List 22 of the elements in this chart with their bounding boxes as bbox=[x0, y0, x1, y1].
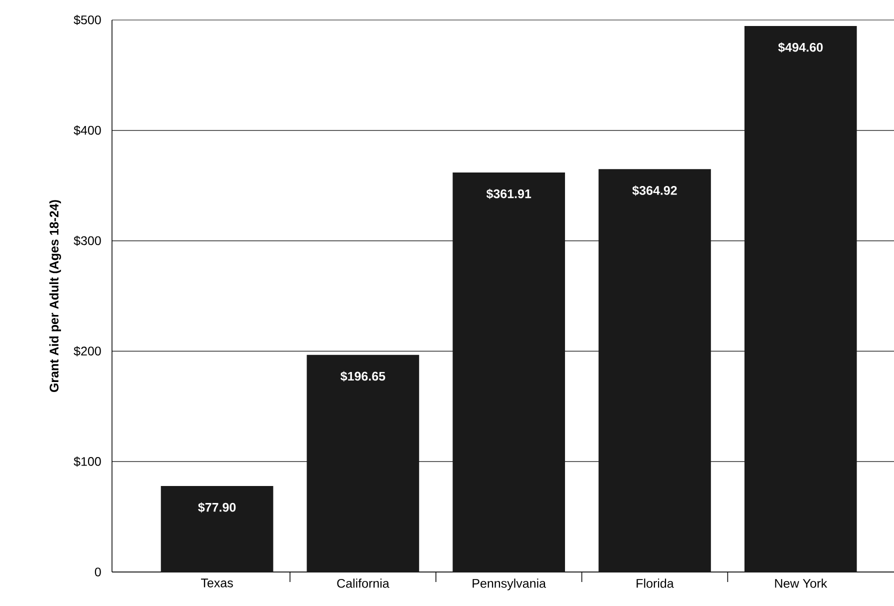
bar bbox=[306, 354, 420, 572]
y-tick-label: $500 bbox=[74, 14, 101, 26]
bar bbox=[452, 172, 566, 572]
y-axis-title: Grant Aid per Adult (Ages 18-24) bbox=[49, 200, 62, 392]
y-tick-label: $300 bbox=[74, 236, 101, 246]
y-tick-label: 0 bbox=[94, 568, 101, 576]
bar bbox=[160, 486, 274, 572]
x-tick-label: Pennsylvania bbox=[472, 578, 546, 590]
x-tick-label: California bbox=[337, 578, 390, 588]
data-label: $77.90 bbox=[198, 502, 236, 513]
y-tick-label: $200 bbox=[74, 346, 101, 356]
data-label: $364.92 bbox=[632, 185, 677, 196]
x-tick-label: Texas bbox=[201, 578, 233, 588]
data-label: $494.60 bbox=[778, 42, 823, 53]
x-tick-label: Florida bbox=[636, 578, 674, 588]
bar bbox=[744, 26, 857, 572]
y-tick-label: $400 bbox=[74, 125, 101, 136]
bar bbox=[598, 169, 711, 572]
x-tick-label: New York bbox=[775, 578, 828, 588]
y-tick-label: $100 bbox=[74, 456, 101, 467]
data-label: $361.91 bbox=[486, 188, 532, 200]
data-label: $196.65 bbox=[340, 371, 386, 382]
